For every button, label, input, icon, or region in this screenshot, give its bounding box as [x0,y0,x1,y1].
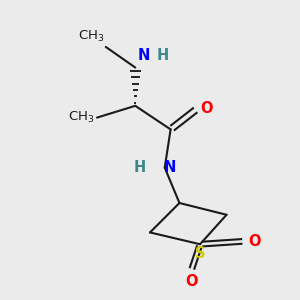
Text: CH$_3$: CH$_3$ [68,110,94,125]
Text: O: O [248,234,260,249]
Text: H: H [157,48,169,63]
Text: H: H [133,160,145,175]
Text: N: N [163,160,176,175]
Text: CH$_3$: CH$_3$ [78,29,104,44]
Text: N: N [138,48,150,63]
Text: S: S [195,246,205,261]
Text: O: O [185,274,197,289]
Text: O: O [200,101,213,116]
